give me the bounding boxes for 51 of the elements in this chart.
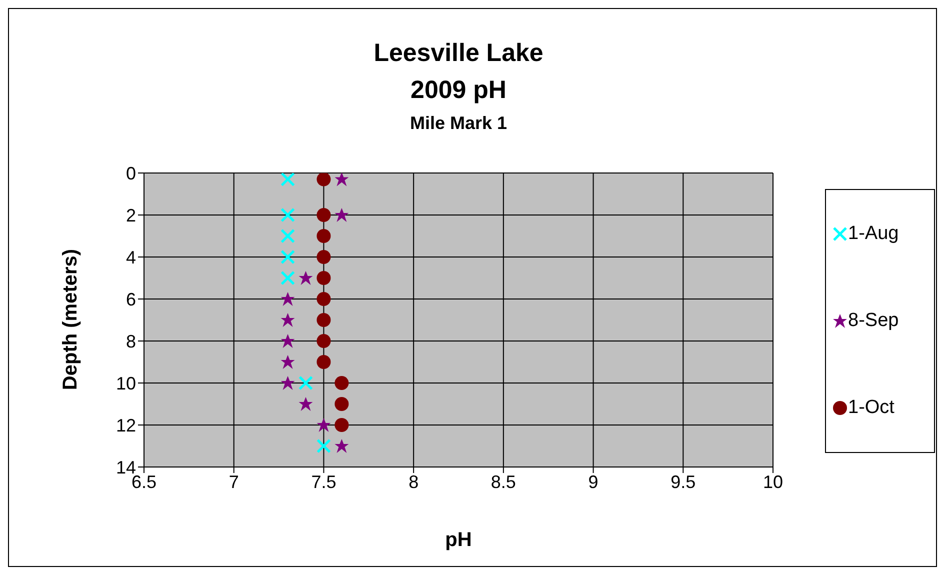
point bbox=[316, 271, 331, 285]
y-tick-label: 6 bbox=[126, 289, 136, 310]
point bbox=[280, 250, 296, 264]
y-tick-label: 0 bbox=[126, 163, 136, 184]
point bbox=[334, 439, 349, 453]
point bbox=[298, 397, 313, 411]
legend-label: 1-Oct bbox=[848, 397, 894, 420]
point bbox=[316, 418, 331, 432]
point bbox=[334, 208, 349, 222]
point bbox=[298, 271, 313, 285]
x-tick-label: 10 bbox=[762, 472, 784, 492]
point bbox=[316, 173, 331, 186]
point bbox=[280, 355, 295, 369]
x-axis-title: pH bbox=[444, 529, 473, 552]
point bbox=[280, 208, 296, 222]
x-tick-label: 7.5 bbox=[311, 472, 336, 492]
chart-title: Leesville Lake 2009 pH bbox=[372, 38, 544, 106]
x-tick-label: 7 bbox=[228, 472, 239, 492]
x-tick-label: 8.5 bbox=[490, 472, 516, 492]
point bbox=[316, 355, 331, 369]
point bbox=[316, 313, 331, 327]
point bbox=[280, 334, 295, 348]
y-tick-label: 10 bbox=[116, 373, 136, 394]
x-tick-label: 8 bbox=[408, 472, 419, 492]
point bbox=[316, 208, 331, 222]
point bbox=[280, 173, 296, 187]
point bbox=[298, 376, 313, 390]
point bbox=[316, 292, 331, 306]
point bbox=[316, 334, 331, 348]
point bbox=[280, 376, 295, 390]
point bbox=[334, 397, 349, 411]
point bbox=[334, 376, 349, 390]
y-tick-label: 2 bbox=[126, 205, 136, 226]
y-axis-title: Depth (meters) bbox=[60, 248, 82, 392]
x-tick-label: 9 bbox=[588, 472, 598, 492]
x-tick-label: 9.5 bbox=[670, 472, 696, 492]
point bbox=[316, 250, 331, 264]
point bbox=[280, 313, 295, 327]
y-tick-label: 12 bbox=[116, 415, 136, 436]
y-tick-label: 8 bbox=[126, 331, 136, 352]
chart-subtitle: Mile Mark 1 bbox=[408, 112, 508, 135]
y-tick-label: 4 bbox=[126, 247, 136, 268]
point bbox=[280, 270, 296, 286]
point bbox=[280, 228, 296, 244]
legend-label: 8-Sep bbox=[848, 310, 899, 332]
point bbox=[334, 418, 349, 432]
point bbox=[316, 229, 331, 243]
point bbox=[316, 438, 331, 454]
point bbox=[280, 292, 295, 306]
legend-label: 1-Aug bbox=[848, 222, 899, 245]
point bbox=[334, 173, 349, 186]
